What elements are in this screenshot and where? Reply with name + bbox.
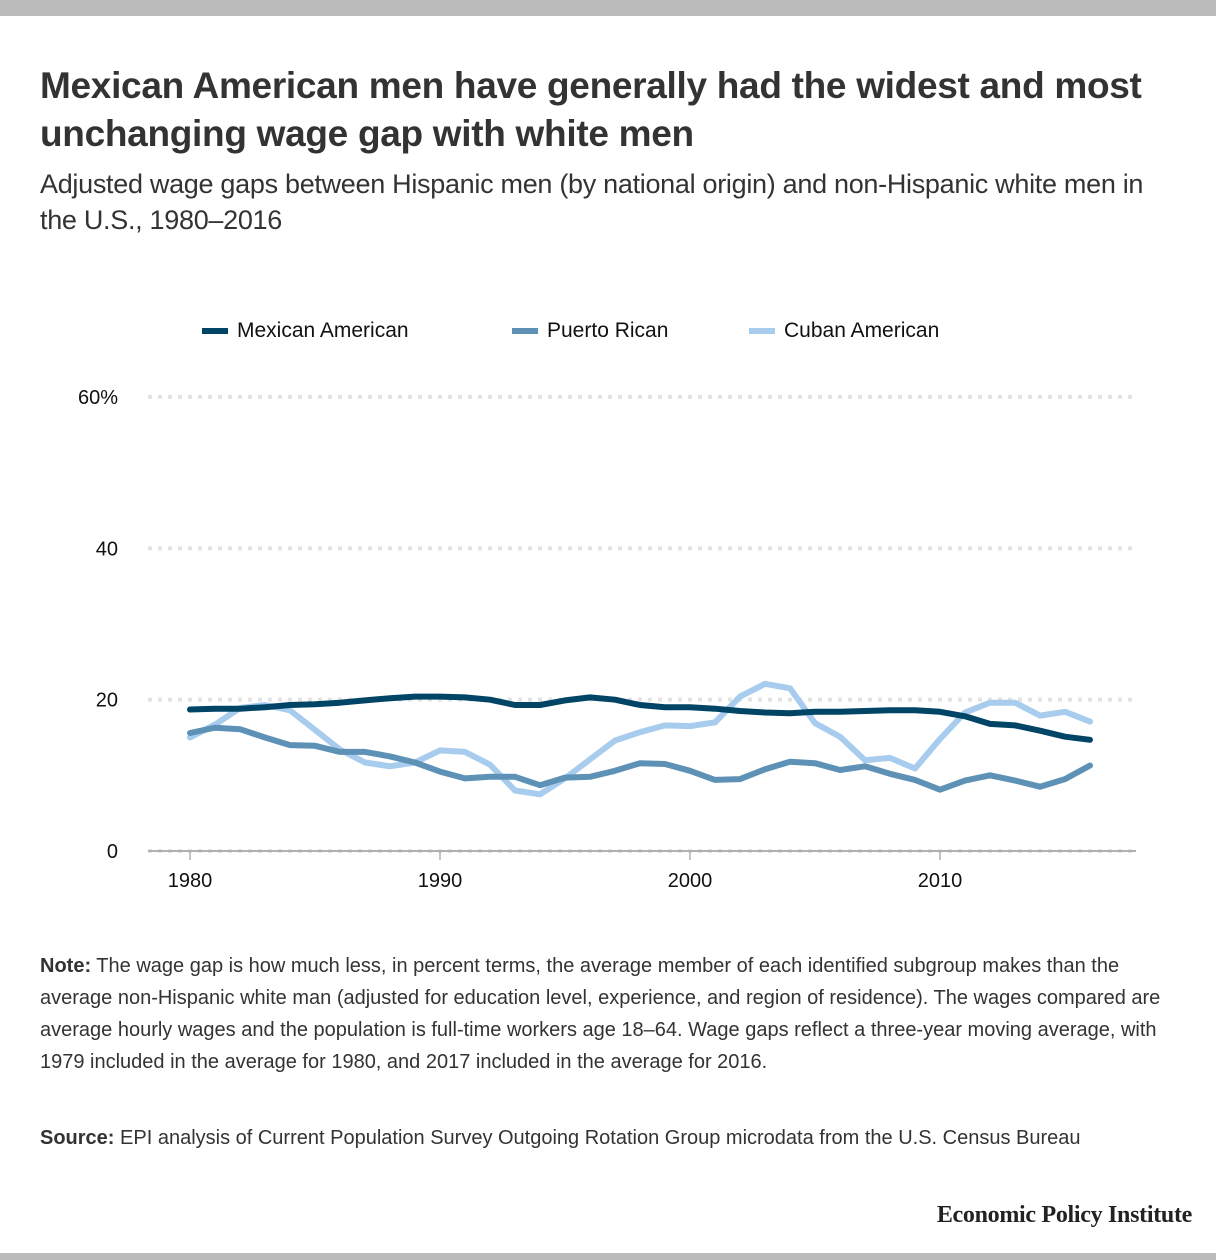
- source-text: EPI analysis of Current Population Surve…: [114, 1127, 1081, 1149]
- line-chart: 0 20 40 60% 1980 1990 2000 2010: [78, 387, 1136, 892]
- x-tick-label-1990: 1990: [418, 870, 463, 892]
- y-tick-label-20: 20: [96, 690, 118, 712]
- series-lines: [187, 680, 1093, 798]
- source-label: Source:: [40, 1127, 115, 1149]
- x-axis: 1980 1990 2000 2010: [148, 850, 1136, 892]
- legend-item-cuban-american: Cuban American: [749, 316, 939, 346]
- brand-logo-text: Economic Policy Institute: [936, 1202, 1192, 1228]
- top-border-band: [0, 0, 1216, 16]
- source-note: Source: EPI analysis of Current Populati…: [40, 1122, 1180, 1154]
- y-tick-label-60: 60%: [78, 387, 118, 409]
- series-line-mexican-american: [187, 693, 1093, 743]
- chart-subtitle: Adjusted wage gaps between Hispanic men …: [40, 169, 1144, 235]
- legend-item-puerto-rican: Puerto Rican: [512, 316, 668, 346]
- x-tick-label-2000: 2000: [668, 870, 713, 892]
- footnote: Note: The wage gap is how much less, in …: [40, 950, 1180, 1078]
- note-label: Note:: [40, 955, 92, 977]
- note-text: The wage gap is how much less, in percen…: [40, 955, 1161, 1073]
- legend-label-cuban-american: Cuban American: [784, 319, 940, 342]
- bottom-border-band: [0, 1253, 1216, 1260]
- legend-swatch-cuban-american: [749, 328, 775, 334]
- y-axis-tick-labels: 0 20 40 60%: [78, 387, 118, 863]
- legend-item-mexican-american: Mexican American: [202, 316, 409, 346]
- legend-label-mexican-american: Mexican American: [237, 319, 409, 342]
- gridlines: [148, 395, 1136, 853]
- x-tick-label-1980: 1980: [168, 870, 213, 892]
- legend: Mexican American Puerto Rican Cuban Amer…: [0, 316, 1216, 346]
- x-tick-label-2010: 2010: [918, 870, 963, 892]
- y-tick-label-40: 40: [96, 538, 118, 560]
- chart-title: Mexican American men have generally had …: [40, 65, 1142, 154]
- series-line-puerto-rican: [187, 724, 1093, 793]
- y-tick-label-0: 0: [107, 841, 118, 863]
- legend-swatch-mexican-american: [202, 328, 228, 334]
- legend-label-puerto-rican: Puerto Rican: [547, 319, 669, 342]
- legend-swatch-puerto-rican: [512, 328, 538, 334]
